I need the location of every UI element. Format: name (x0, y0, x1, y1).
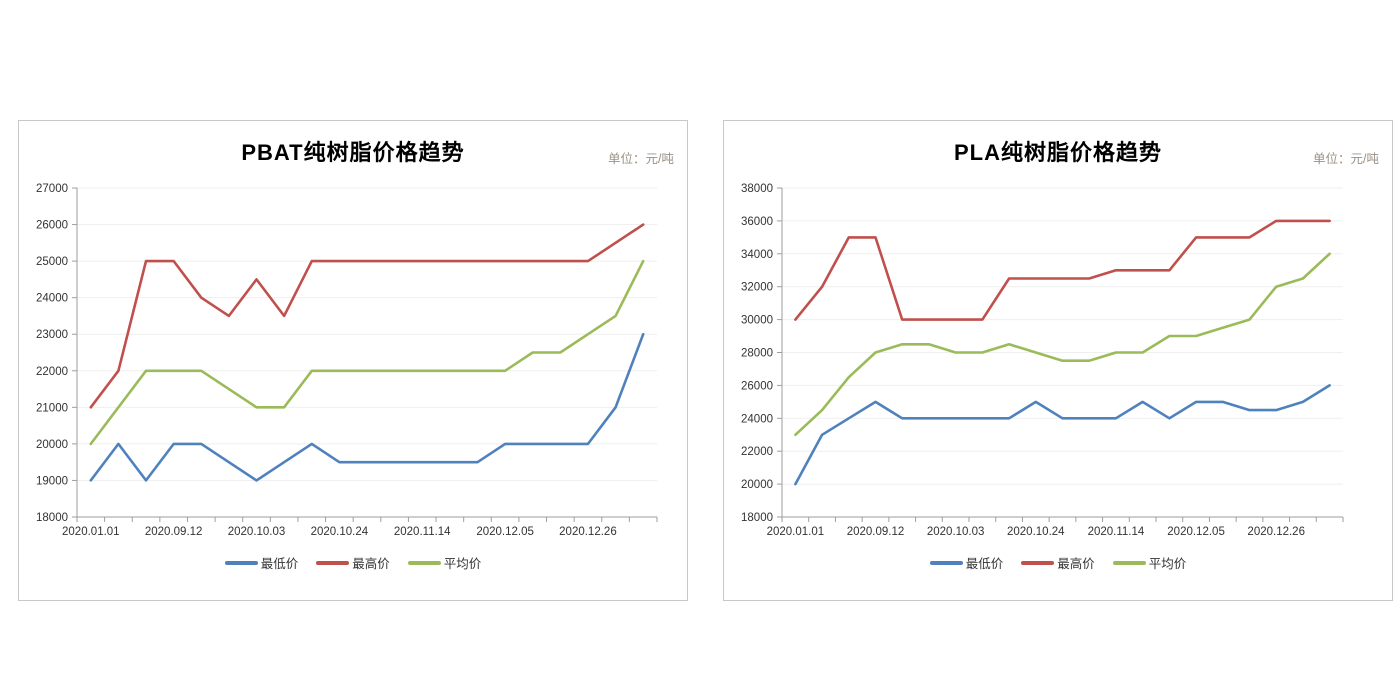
pbat-chart-legend: 最低价 最高价 平均价 (19, 553, 687, 572)
y-tick-label: 24000 (741, 413, 773, 425)
legend-swatch-max (1021, 560, 1055, 565)
x-tick-label: 2020.11.14 (394, 526, 451, 538)
y-tick-label: 25000 (36, 256, 68, 268)
x-tick-label: 2020.01.01 (767, 526, 825, 538)
x-tick-label: 2020.12.26 (1247, 526, 1305, 538)
legend-item-max: 最高价 (316, 553, 390, 572)
y-tick-label: 22000 (36, 366, 68, 378)
x-tick-label: 2020.09.12 (145, 526, 203, 538)
legend-item-avg: 平均价 (1112, 553, 1187, 572)
legend-swatch-avg (1112, 560, 1146, 565)
legend-label-avg: 平均价 (1148, 557, 1187, 571)
legend-item-min: 最低价 (929, 553, 1004, 572)
pla-chart-legend: 最低价 最高价 平均价 (724, 553, 1392, 572)
y-tick-label: 18000 (36, 512, 68, 524)
series-line-avg (89, 259, 645, 446)
legend-label-avg: 平均价 (443, 557, 482, 571)
y-tick-label: 27000 (36, 183, 68, 195)
pla-unit-label: 单位：元/吨 (1313, 152, 1379, 166)
x-tick-label: 2020.09.12 (847, 526, 905, 538)
x-tick-label: 2020.10.24 (311, 526, 369, 538)
series-line-max (89, 223, 645, 409)
legend-label-max: 最高价 (1057, 557, 1095, 571)
legend-swatch-min (224, 560, 258, 565)
pbat-unit-label: 单位：元/吨 (608, 152, 674, 166)
series-line-min (794, 384, 1331, 486)
pla-chart-panel: PLA纯树脂价格趋势 单位：元/吨 18000 20000 22000 24000 26… (723, 120, 1393, 601)
legend-item-avg: 平均价 (407, 553, 482, 572)
legend-swatch-max (316, 560, 350, 565)
x-tick-label: 2020.10.03 (228, 526, 286, 538)
y-tick-label: 30000 (741, 315, 773, 327)
series-lines (89, 223, 645, 482)
y-tick-label: 23000 (36, 329, 68, 341)
legend-item-max: 最高价 (1021, 553, 1095, 572)
y-tick-label: 28000 (741, 348, 773, 360)
series-lines (794, 219, 1331, 486)
x-axis: 2020.01.01 2020.09.12 2020.10.03 2020.10.24… (767, 516, 1344, 538)
y-tick-label: 22000 (741, 446, 773, 458)
x-tick-label: 2020.10.03 (927, 526, 985, 538)
y-tick-label: 34000 (741, 249, 773, 261)
y-tick-label: 24000 (36, 293, 68, 305)
pbat-chart-panel: PBAT纯树脂价格趋势 单位：元/吨 18000 19000 20000 21000 2… (18, 120, 688, 601)
legend-swatch-avg (407, 560, 441, 565)
y-axis: 18000 20000 22000 24000 26000 28000 30000 32000… (741, 183, 783, 524)
pbat-chart-title: PBAT纯树脂价格趋势 (241, 140, 465, 165)
x-tick-label: 2020.01.01 (62, 526, 120, 538)
legend-label-max: 最高价 (352, 557, 390, 571)
series-line-max (794, 219, 1331, 321)
y-tick-label: 20000 (741, 479, 773, 491)
pbat-chart-plot: 18000 19000 20000 21000 22000 23000 24000 25000… (36, 183, 658, 538)
y-tick-label: 19000 (36, 475, 68, 487)
x-axis: 2020.01.01 2020.09.12 2020.10.03 2020.10.24… (62, 516, 658, 538)
y-tick-label: 26000 (36, 220, 68, 232)
pla-chart-plot: 18000 20000 22000 24000 26000 28000 30000 32000… (741, 183, 1344, 538)
series-line-avg (794, 252, 1331, 437)
y-tick-label: 36000 (741, 216, 773, 228)
x-tick-label: 2020.12.05 (1167, 526, 1225, 538)
y-tick-label: 18000 (741, 512, 773, 524)
legend-item-min: 最低价 (224, 553, 299, 572)
gridlines (77, 187, 657, 481)
series-line-min (89, 332, 645, 482)
x-tick-label: 2020.12.26 (559, 526, 617, 538)
y-tick-label: 32000 (741, 282, 773, 294)
y-tick-label: 38000 (741, 183, 773, 195)
x-tick-label: 2020.10.24 (1007, 526, 1065, 538)
y-tick-label: 20000 (36, 439, 68, 451)
y-axis: 18000 19000 20000 21000 22000 23000 24000 25000… (36, 183, 78, 524)
legend-label-min: 最低价 (260, 557, 299, 571)
pla-chart-title: PLA纯树脂价格趋势 (953, 140, 1162, 165)
x-tick-label: 2020.12.05 (476, 526, 534, 538)
legend-swatch-min (929, 560, 963, 565)
x-tick-label: 2020.11.14 (1088, 526, 1145, 538)
y-tick-label: 26000 (741, 380, 773, 392)
y-tick-label: 21000 (36, 402, 68, 414)
legend-label-min: 最低价 (965, 557, 1004, 571)
